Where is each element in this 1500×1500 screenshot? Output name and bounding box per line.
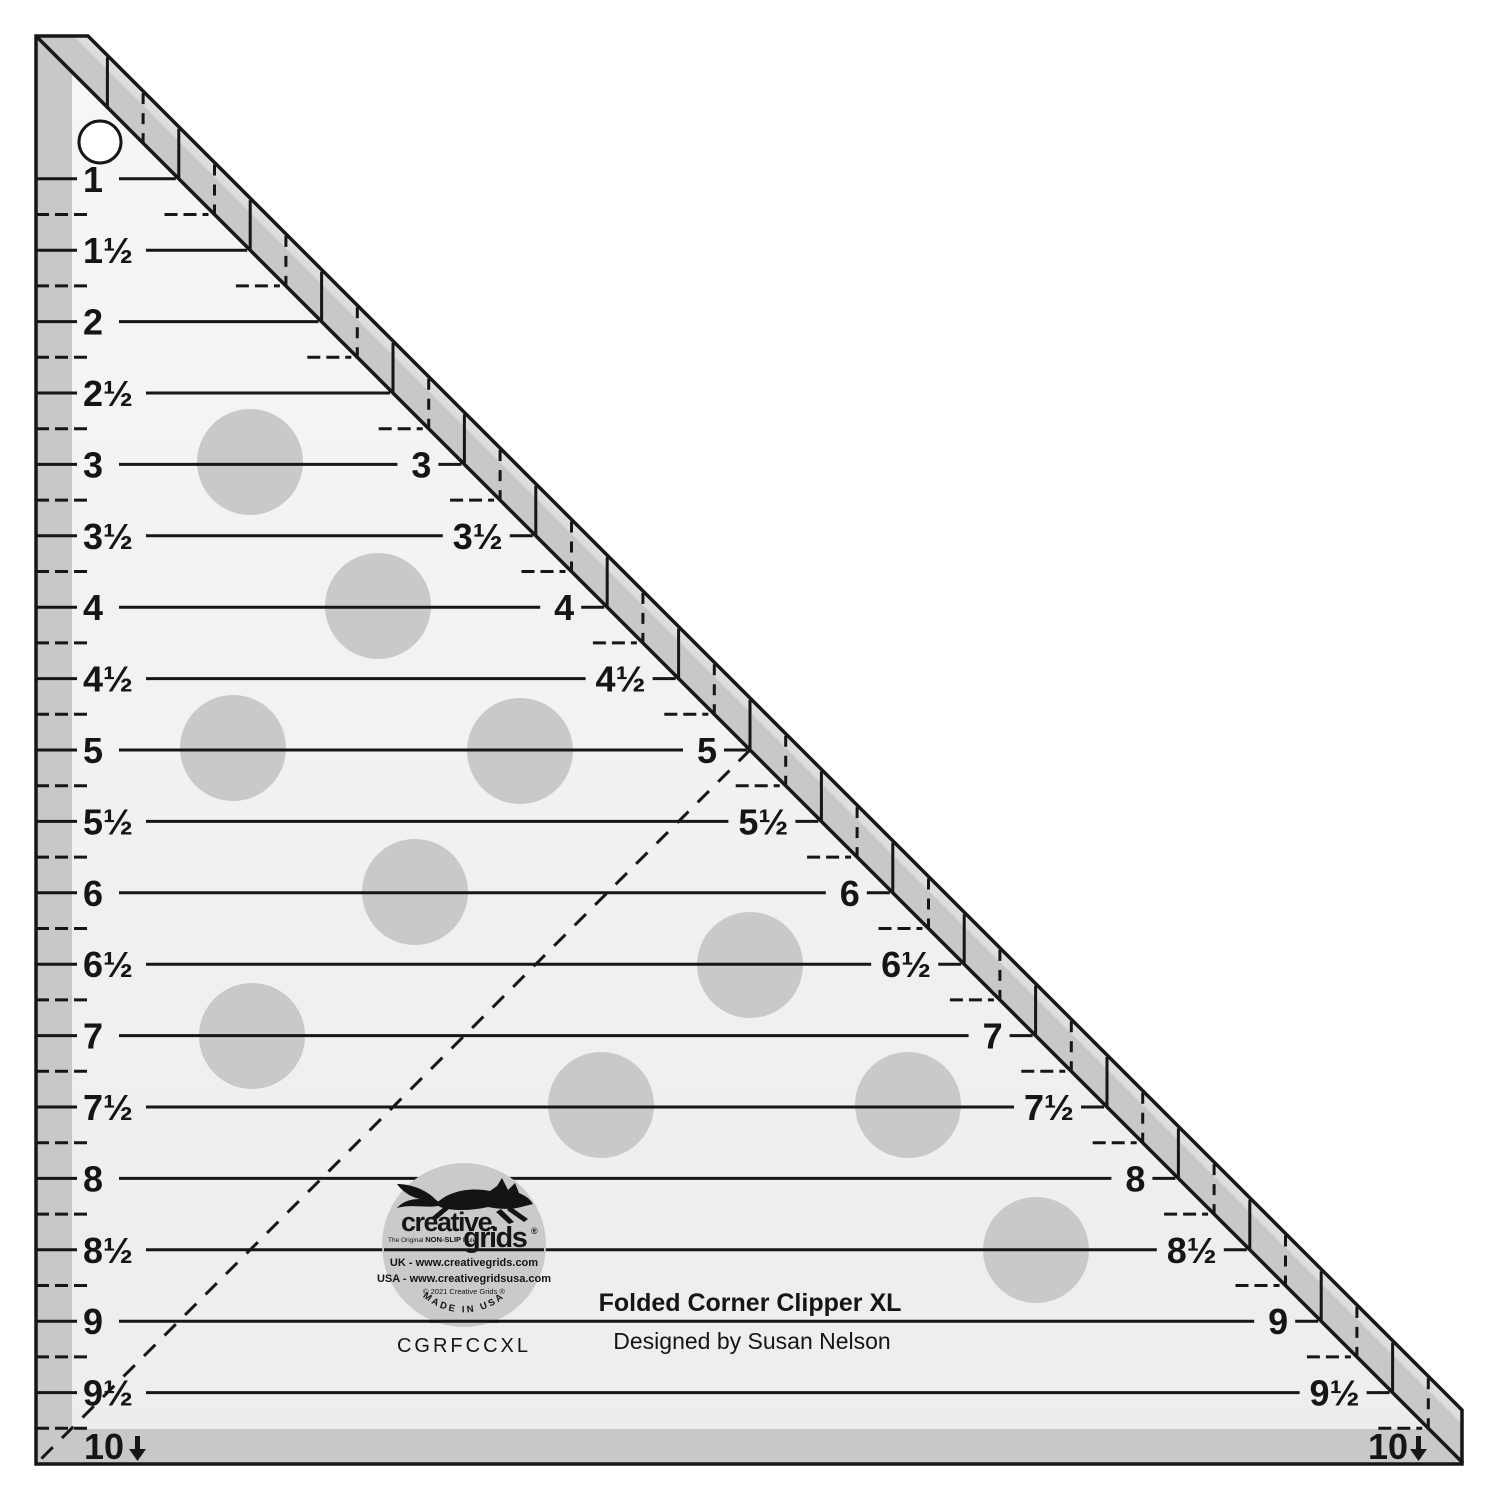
scale-label-left-8: 8 bbox=[83, 1158, 103, 1199]
scale-label-right-7: 7 bbox=[983, 1016, 1003, 1057]
bottom-edge-strip bbox=[36, 1429, 1462, 1464]
scale-label-right-5: 5 bbox=[697, 730, 717, 771]
logo-uk-url: UK - www.creativegrids.com bbox=[390, 1257, 538, 1269]
grip-dot-0 bbox=[197, 409, 303, 515]
fold-guide-dashed-line bbox=[34, 748, 752, 1466]
grip-dot-7 bbox=[548, 1052, 654, 1158]
product-designer: Designed by Susan Nelson bbox=[613, 1328, 890, 1354]
hypotenuse-inner-edge bbox=[34, 34, 1465, 1465]
scale-label-left-4-5: 4½ bbox=[83, 659, 133, 700]
scale-label-right-4: 4 bbox=[554, 587, 574, 628]
logo-brand-top: creative. bbox=[401, 1207, 497, 1237]
scale-label-right-6: 6 bbox=[840, 873, 860, 914]
scale-label-right-5-5: 5½ bbox=[738, 801, 788, 842]
scale-label-left-8-5: 8½ bbox=[83, 1230, 133, 1271]
corner-label-right: 10 bbox=[1368, 1426, 1408, 1467]
hypotenuse-ticks bbox=[105, 57, 1430, 1429]
scale-label-right-3-5: 3½ bbox=[453, 516, 503, 557]
scale-label-left-3-5: 3½ bbox=[83, 516, 133, 557]
scale-label-right-6-5: 6½ bbox=[881, 944, 931, 985]
fox-icon bbox=[397, 1178, 533, 1224]
scale-label-left-2-5: 2½ bbox=[83, 373, 133, 414]
logo-registered-mark: ® bbox=[531, 1226, 538, 1236]
scale-rows: 1 1½ 2 2½ 3 3 3½ 3½ 4 4 4½ 4½ 5 5 5½ 5½ 6 6 6½ 6½ 7 7 7½ 7½ 8 8 8½… bbox=[36, 159, 1423, 1430]
grip-circles bbox=[180, 409, 1089, 1303]
product-sku: CGRFCCXL bbox=[397, 1335, 531, 1357]
logo-brand-bottom: grids bbox=[463, 1222, 527, 1254]
scale-label-left-4: 4 bbox=[83, 587, 103, 628]
scale-label-right-3: 3 bbox=[411, 444, 431, 485]
logo-copyright: © 2021 Creative Grids ® bbox=[423, 1287, 505, 1296]
scale-label-left-7: 7 bbox=[83, 1016, 103, 1057]
scale-label-right-9-5: 9½ bbox=[1310, 1373, 1360, 1414]
corner-label-left: 10 bbox=[84, 1426, 124, 1467]
product-title: Folded Corner Clipper XL bbox=[599, 1289, 902, 1317]
scale-label-left-1-5: 1½ bbox=[83, 230, 133, 271]
logo-tagline: The Original NON-SLIP Ruler bbox=[388, 1235, 479, 1244]
scale-label-left-5-5: 5½ bbox=[83, 801, 133, 842]
scale-label-left-6-5: 6½ bbox=[83, 944, 133, 985]
ruler-outline bbox=[34, 34, 1464, 1466]
down-arrow-icon-left bbox=[129, 1436, 146, 1461]
scale-label-left-9: 9 bbox=[83, 1301, 103, 1342]
scale-label-right-8-5: 8½ bbox=[1167, 1230, 1217, 1271]
logo-usa-url: USA - www.creativegridsusa.com bbox=[377, 1273, 551, 1285]
down-arrow-icon-right bbox=[1410, 1436, 1427, 1461]
hang-hole bbox=[77, 119, 123, 165]
scale-label-right-4-5: 4½ bbox=[596, 659, 646, 700]
grip-dot-2 bbox=[180, 695, 286, 801]
brand-logo: creative. The Original NON-SLIP Ruler gr… bbox=[377, 1163, 551, 1327]
corner-labels: 10 10 bbox=[84, 1426, 1427, 1467]
scale-label-right-9: 9 bbox=[1268, 1301, 1288, 1342]
scale-label-left-5: 5 bbox=[83, 730, 103, 771]
scale-label-left-7-5: 7½ bbox=[83, 1087, 133, 1128]
scale-label-right-7-5: 7½ bbox=[1024, 1087, 1074, 1128]
scale-label-left-1: 1 bbox=[83, 159, 103, 200]
scale-label-left-2: 2 bbox=[83, 302, 103, 343]
scale-label-right-8: 8 bbox=[1125, 1158, 1145, 1199]
scale-label-left-6: 6 bbox=[83, 873, 103, 914]
grip-dot-8 bbox=[855, 1052, 961, 1158]
scale-label-left-3: 3 bbox=[83, 444, 103, 485]
